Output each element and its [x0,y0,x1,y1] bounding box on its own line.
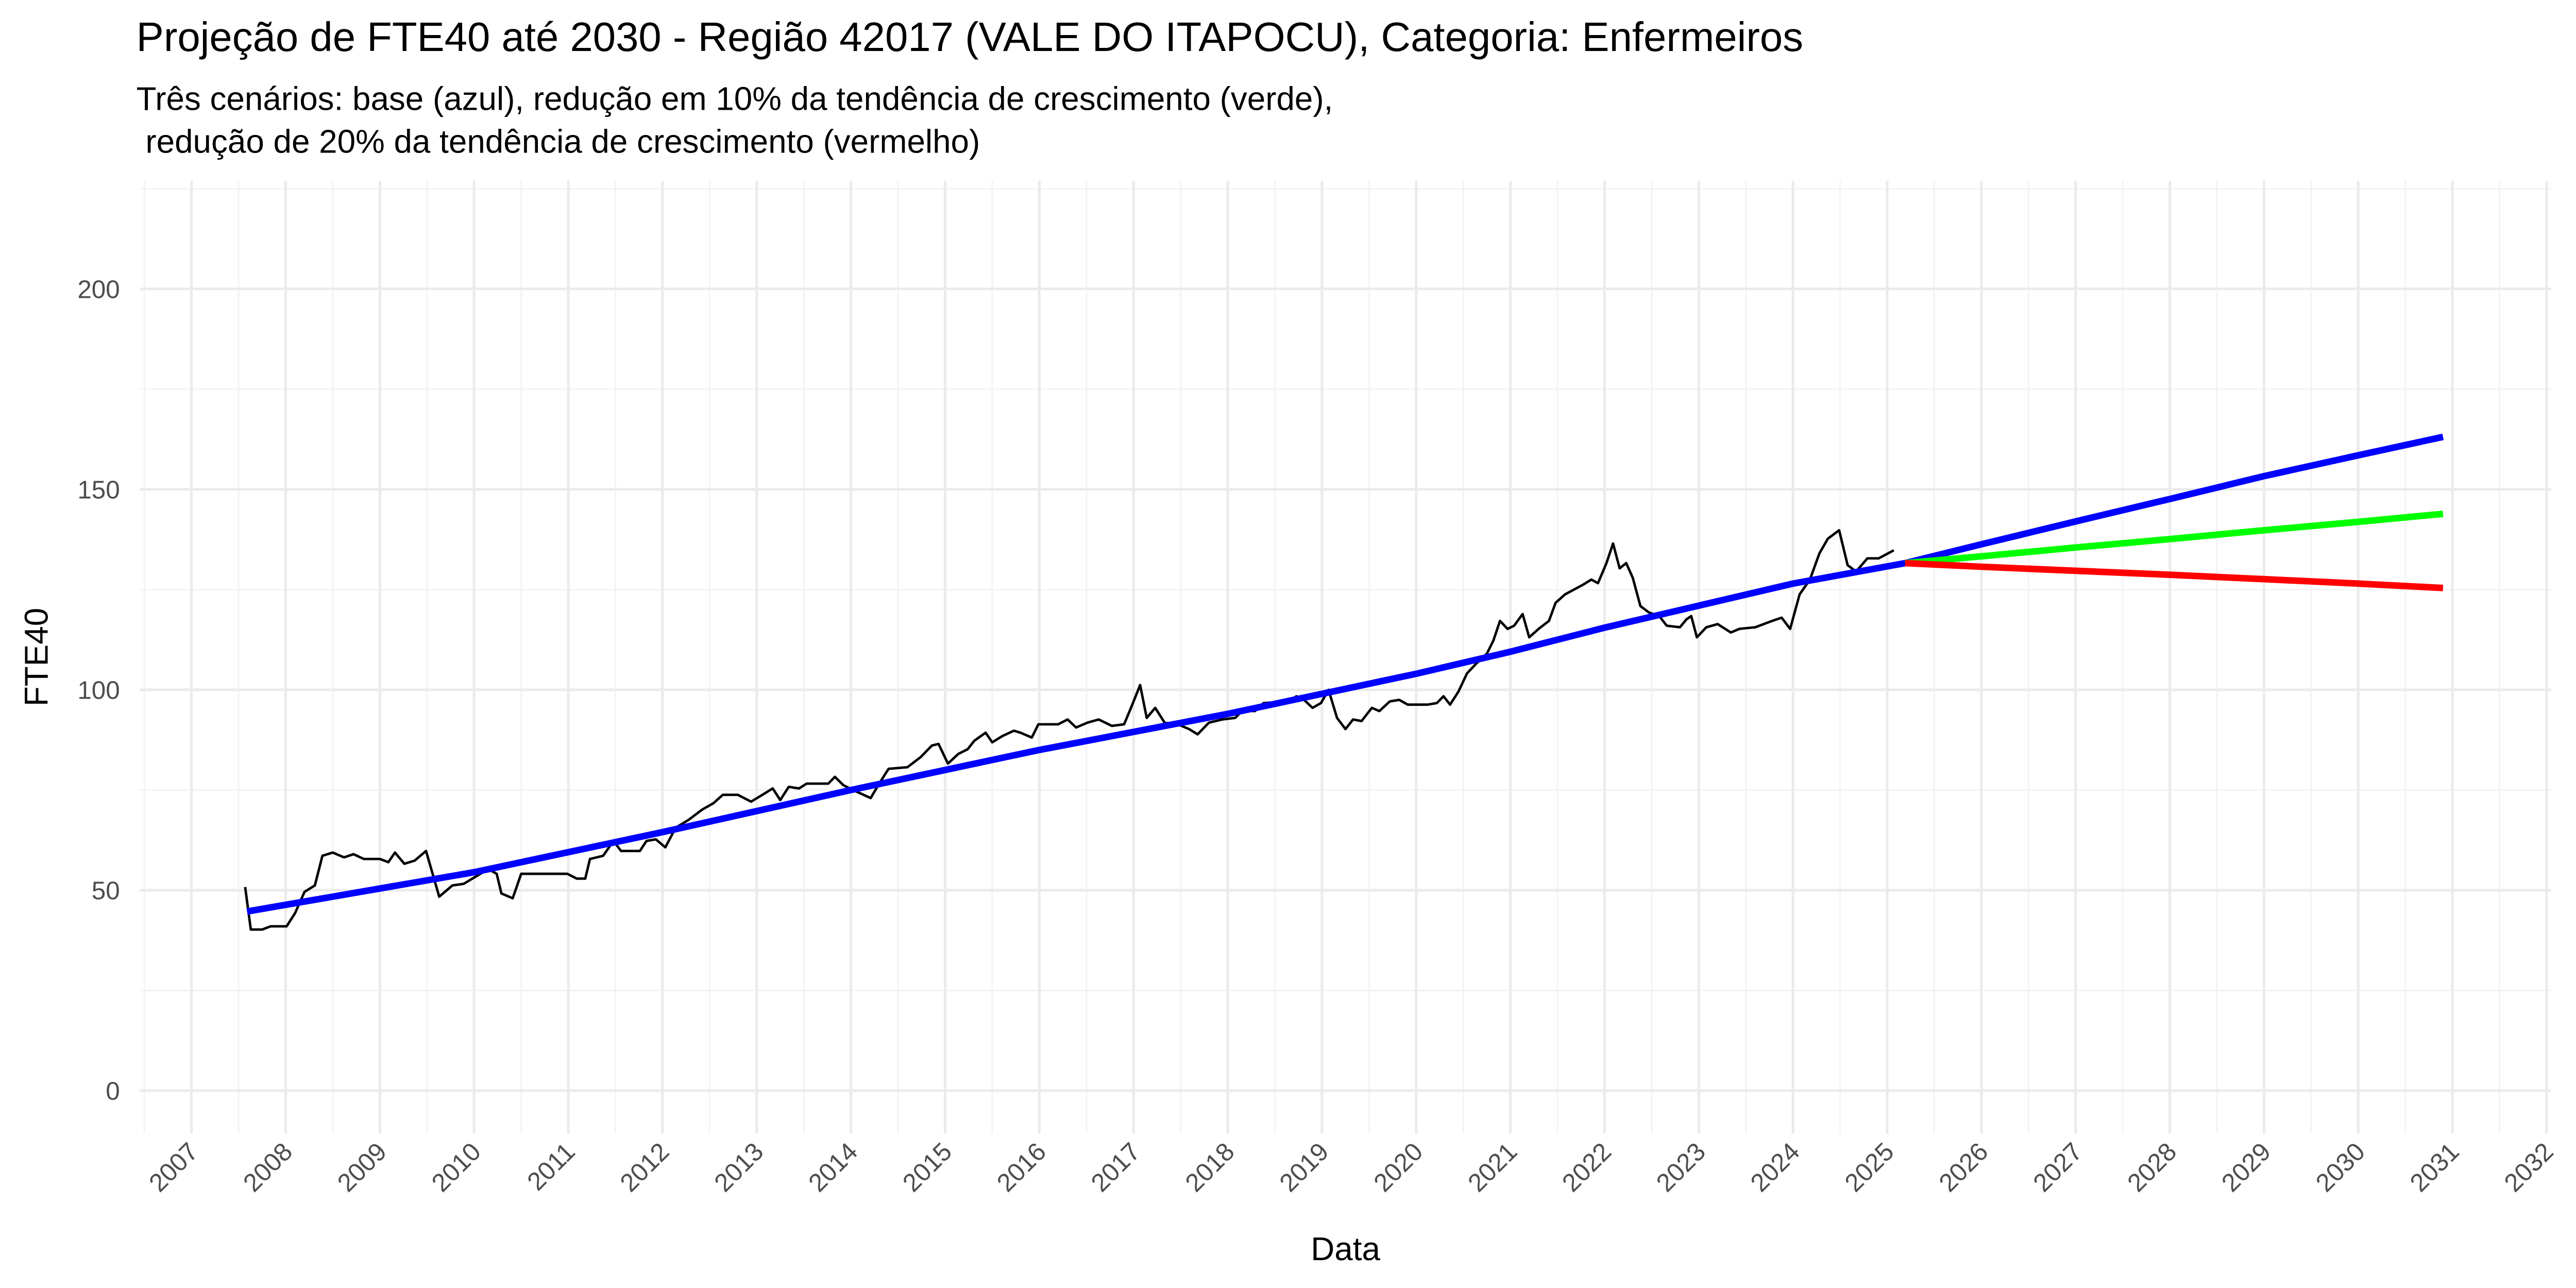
y-axis-title: FTE40 [18,608,55,706]
data-line [246,433,2444,915]
data-line [244,529,1894,931]
y-tick-label: 100 [77,676,120,704]
y-tick-label: 0 [106,1077,120,1106]
grid [140,180,2552,1134]
x-axis-title: Data [1311,1230,1380,1267]
chart-title: Projeção de FTE40 até 2030 - Região 4201… [137,14,1803,60]
y-tick-label: 50 [92,877,120,905]
y-tick-label: 150 [77,476,120,504]
data-line [1905,511,2444,567]
chart-subtitle: redução de 20% da tendência de crescimen… [137,123,980,160]
data-line [1905,560,2444,591]
lines [244,433,2444,931]
y-tick-label: 200 [77,275,120,303]
chart-subtitle: Três cenários: base (azul), redução em 1… [137,80,1333,117]
